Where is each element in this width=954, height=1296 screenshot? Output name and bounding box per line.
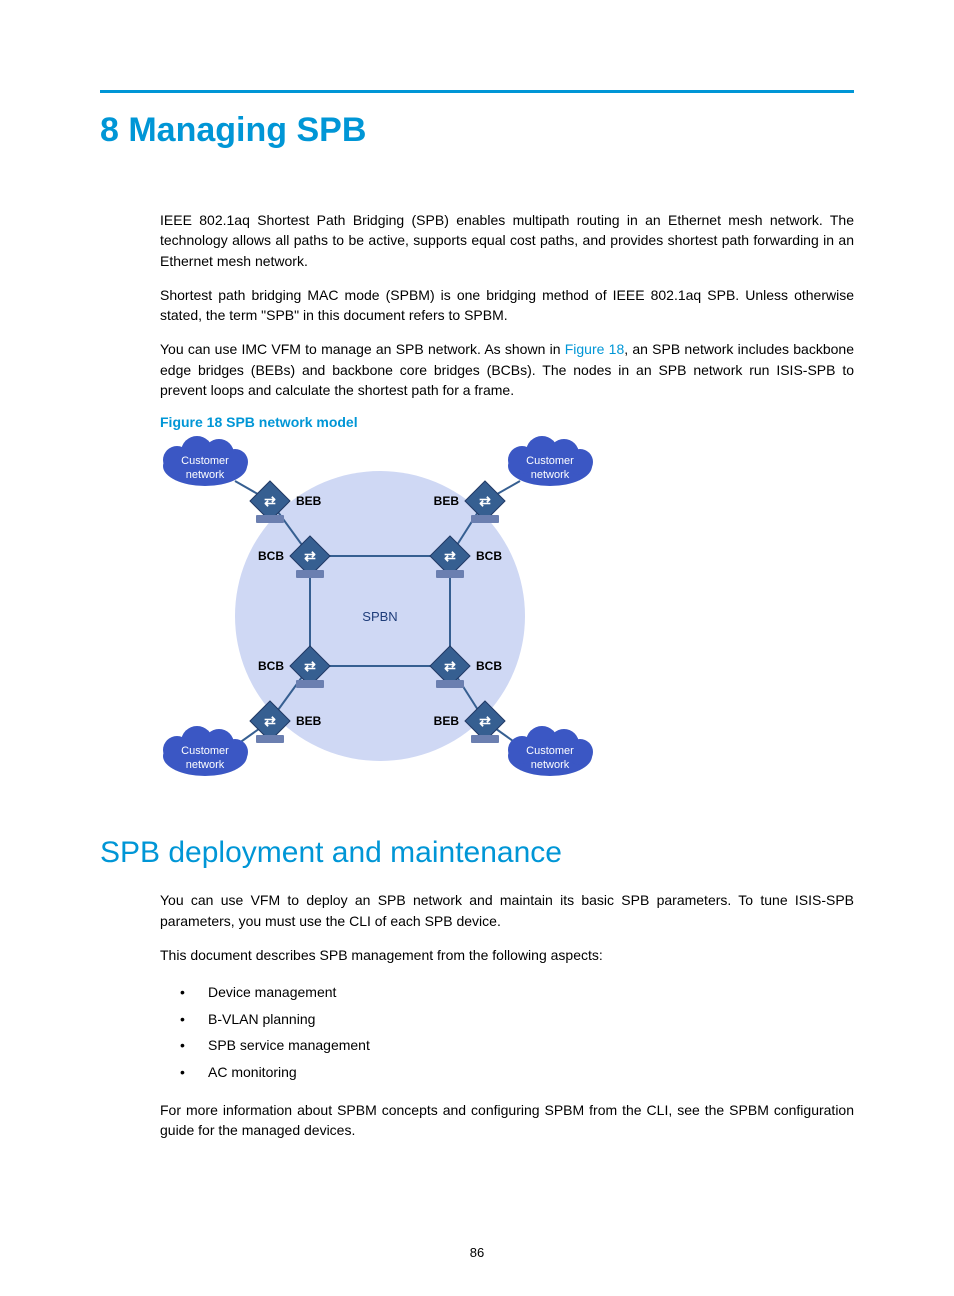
spb-network-diagram: SPBNCustomernetworkCustomernetworkCustom… xyxy=(160,436,620,806)
svg-text:network: network xyxy=(531,469,570,481)
para-4: You can use VFM to deploy an SPB network… xyxy=(160,890,854,931)
figure-18-link[interactable]: Figure 18 xyxy=(565,341,625,357)
svg-text:BEB: BEB xyxy=(296,714,322,728)
svg-text:BCB: BCB xyxy=(258,549,284,563)
svg-text:BEB: BEB xyxy=(434,714,460,728)
svg-text:network: network xyxy=(531,759,570,771)
aspects-list: Device managementB-VLAN planningSPB serv… xyxy=(160,979,854,1085)
svg-text:BCB: BCB xyxy=(258,659,284,673)
svg-text:⇄: ⇄ xyxy=(264,493,276,509)
svg-text:Customer: Customer xyxy=(526,745,574,757)
para-6: For more information about SPBM concepts… xyxy=(160,1100,854,1141)
svg-text:BCB: BCB xyxy=(476,659,502,673)
para-2: Shortest path bridging MAC mode (SPBM) i… xyxy=(160,285,854,326)
svg-text:network: network xyxy=(186,759,225,771)
intro-block: IEEE 802.1aq Shortest Path Bridging (SPB… xyxy=(160,210,854,806)
para-1: IEEE 802.1aq Shortest Path Bridging (SPB… xyxy=(160,210,854,271)
svg-text:⇄: ⇄ xyxy=(304,548,316,564)
aspect-item: Device management xyxy=(160,979,854,1006)
svg-text:Customer: Customer xyxy=(181,455,229,467)
figure-caption: Figure 18 SPB network model xyxy=(160,414,854,430)
page-number: 86 xyxy=(0,1245,954,1260)
spbn-label: SPBN xyxy=(362,609,397,624)
svg-text:Customer: Customer xyxy=(526,455,574,467)
svg-text:⇄: ⇄ xyxy=(479,713,491,729)
svg-text:⇄: ⇄ xyxy=(479,493,491,509)
aspect-item: AC monitoring xyxy=(160,1059,854,1086)
svg-text:Customer: Customer xyxy=(181,745,229,757)
para-3: You can use IMC VFM to manage an SPB net… xyxy=(160,339,854,400)
svg-text:⇄: ⇄ xyxy=(304,658,316,674)
svg-text:BCB: BCB xyxy=(476,549,502,563)
cloud-tr: Customer network xyxy=(508,436,593,486)
svg-text:⇄: ⇄ xyxy=(264,713,276,729)
cloud-tl: Customer network xyxy=(163,436,248,486)
svg-text:network: network xyxy=(186,469,225,481)
svg-text:BEB: BEB xyxy=(296,494,322,508)
para-5: This document describes SPB management f… xyxy=(160,945,854,965)
svg-text:⇄: ⇄ xyxy=(444,548,456,564)
heading-managing-spb: 8 Managing SPB xyxy=(100,111,854,150)
cloud-bl: Customer network xyxy=(163,726,248,776)
para-3a: You can use IMC VFM to manage an SPB net… xyxy=(160,341,565,357)
deployment-block: You can use VFM to deploy an SPB network… xyxy=(160,890,854,1140)
svg-text:⇄: ⇄ xyxy=(444,658,456,674)
svg-text:BEB: BEB xyxy=(434,494,460,508)
heading-spb-deployment: SPB deployment and maintenance xyxy=(100,836,854,870)
aspect-item: SPB service management xyxy=(160,1032,854,1059)
aspect-item: B-VLAN planning xyxy=(160,1006,854,1033)
cloud-br: Customer network xyxy=(508,726,593,776)
top-rule xyxy=(100,90,854,93)
